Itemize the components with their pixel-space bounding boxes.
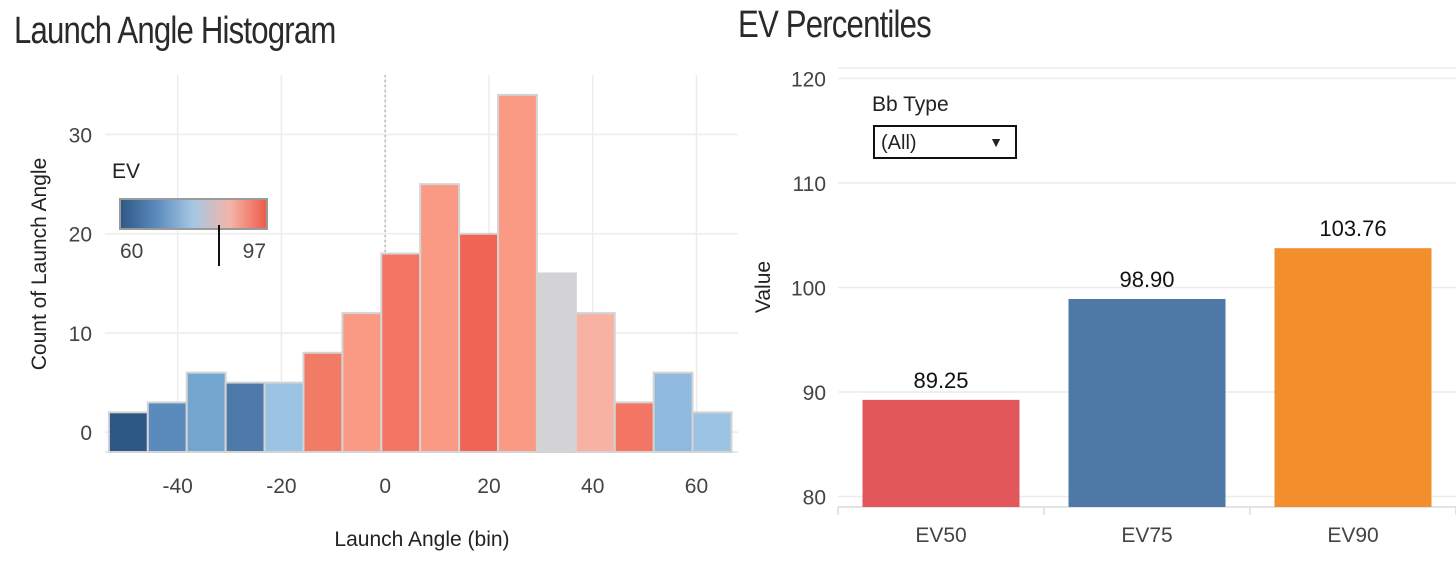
- x-tick-label: EV50: [915, 524, 966, 547]
- y-tick-label: 90: [803, 382, 826, 405]
- left-chart-title: Launch Angle Histogram: [14, 10, 336, 52]
- bb-type-selected-value: (All): [881, 132, 917, 154]
- histogram-bar: [497, 93, 538, 453]
- histogram-bar: [574, 312, 616, 453]
- y-axis-label: Value: [752, 261, 775, 313]
- histogram-bar: [691, 411, 733, 454]
- y-tick-label: 20: [69, 224, 92, 247]
- x-tick-label: 60: [685, 475, 708, 498]
- bar-ev50: [862, 399, 1020, 507]
- bar-ev75: [1068, 298, 1226, 507]
- y-tick-label: 10: [69, 323, 92, 346]
- y-tick-label: 120: [791, 68, 826, 91]
- x-tick-label: 20: [477, 475, 500, 498]
- x-tick-label: EV90: [1327, 524, 1378, 547]
- x-tick-label: EV75: [1121, 524, 1172, 547]
- x-tick-label: -40: [162, 475, 192, 498]
- chevron-down-icon: ▼: [989, 134, 1003, 150]
- bar-value-label: 98.90: [1119, 267, 1174, 292]
- bar-value-label: 103.76: [1319, 216, 1386, 241]
- y-axis-label: Count of Launch Angle: [28, 158, 51, 371]
- y-tick-label: 80: [803, 487, 826, 510]
- y-tick-label: 0: [80, 422, 92, 445]
- histogram-bar: [185, 371, 227, 454]
- histogram-bar: [341, 312, 383, 453]
- launch-angle-histogram: -40 -20 0 20 40 60 0 10 20 30 Launch Angle (bin) Co…: [28, 75, 738, 551]
- x-tick-label: 0: [379, 475, 391, 498]
- bb-type-dropdown[interactable]: (All) ▼: [873, 125, 1017, 159]
- histogram-bar: [458, 232, 500, 453]
- histogram-bar: [107, 411, 149, 454]
- x-tick-label: 40: [581, 475, 604, 498]
- legend-title: EV: [112, 160, 140, 183]
- right-chart-title: EV Percentiles: [738, 4, 932, 46]
- x-axis-label: Launch Angle (bin): [334, 528, 509, 551]
- bar-ev90: [1274, 248, 1432, 508]
- histogram-bar: [380, 252, 422, 453]
- histogram-bar: [419, 183, 461, 453]
- legend-min-label: 60: [120, 240, 143, 263]
- x-tick-label: -20: [266, 475, 296, 498]
- histogram-bar: [652, 371, 694, 454]
- bar-value-label: 89.25: [913, 368, 968, 393]
- y-tick-label: 100: [791, 278, 826, 301]
- bb-type-label: Bb Type: [872, 93, 949, 116]
- y-tick-label: 30: [69, 125, 92, 148]
- y-tick-label: 110: [793, 173, 826, 196]
- legend-max-label: 97: [243, 240, 266, 263]
- ev-color-legend: [119, 198, 268, 230]
